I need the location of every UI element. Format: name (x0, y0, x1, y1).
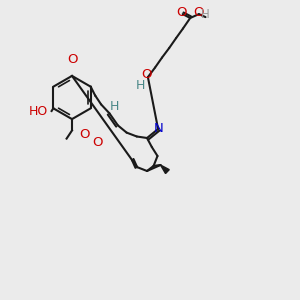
Text: O: O (80, 128, 90, 141)
Text: O: O (92, 136, 103, 149)
Text: O: O (193, 5, 204, 19)
Text: O: O (176, 6, 187, 19)
Text: H: H (110, 100, 120, 113)
Text: HO: HO (29, 105, 48, 118)
Text: H: H (200, 8, 209, 22)
Text: H: H (136, 79, 145, 92)
Text: N: N (154, 122, 164, 135)
Polygon shape (160, 165, 169, 174)
Text: O: O (141, 68, 152, 82)
Text: O: O (67, 52, 78, 66)
